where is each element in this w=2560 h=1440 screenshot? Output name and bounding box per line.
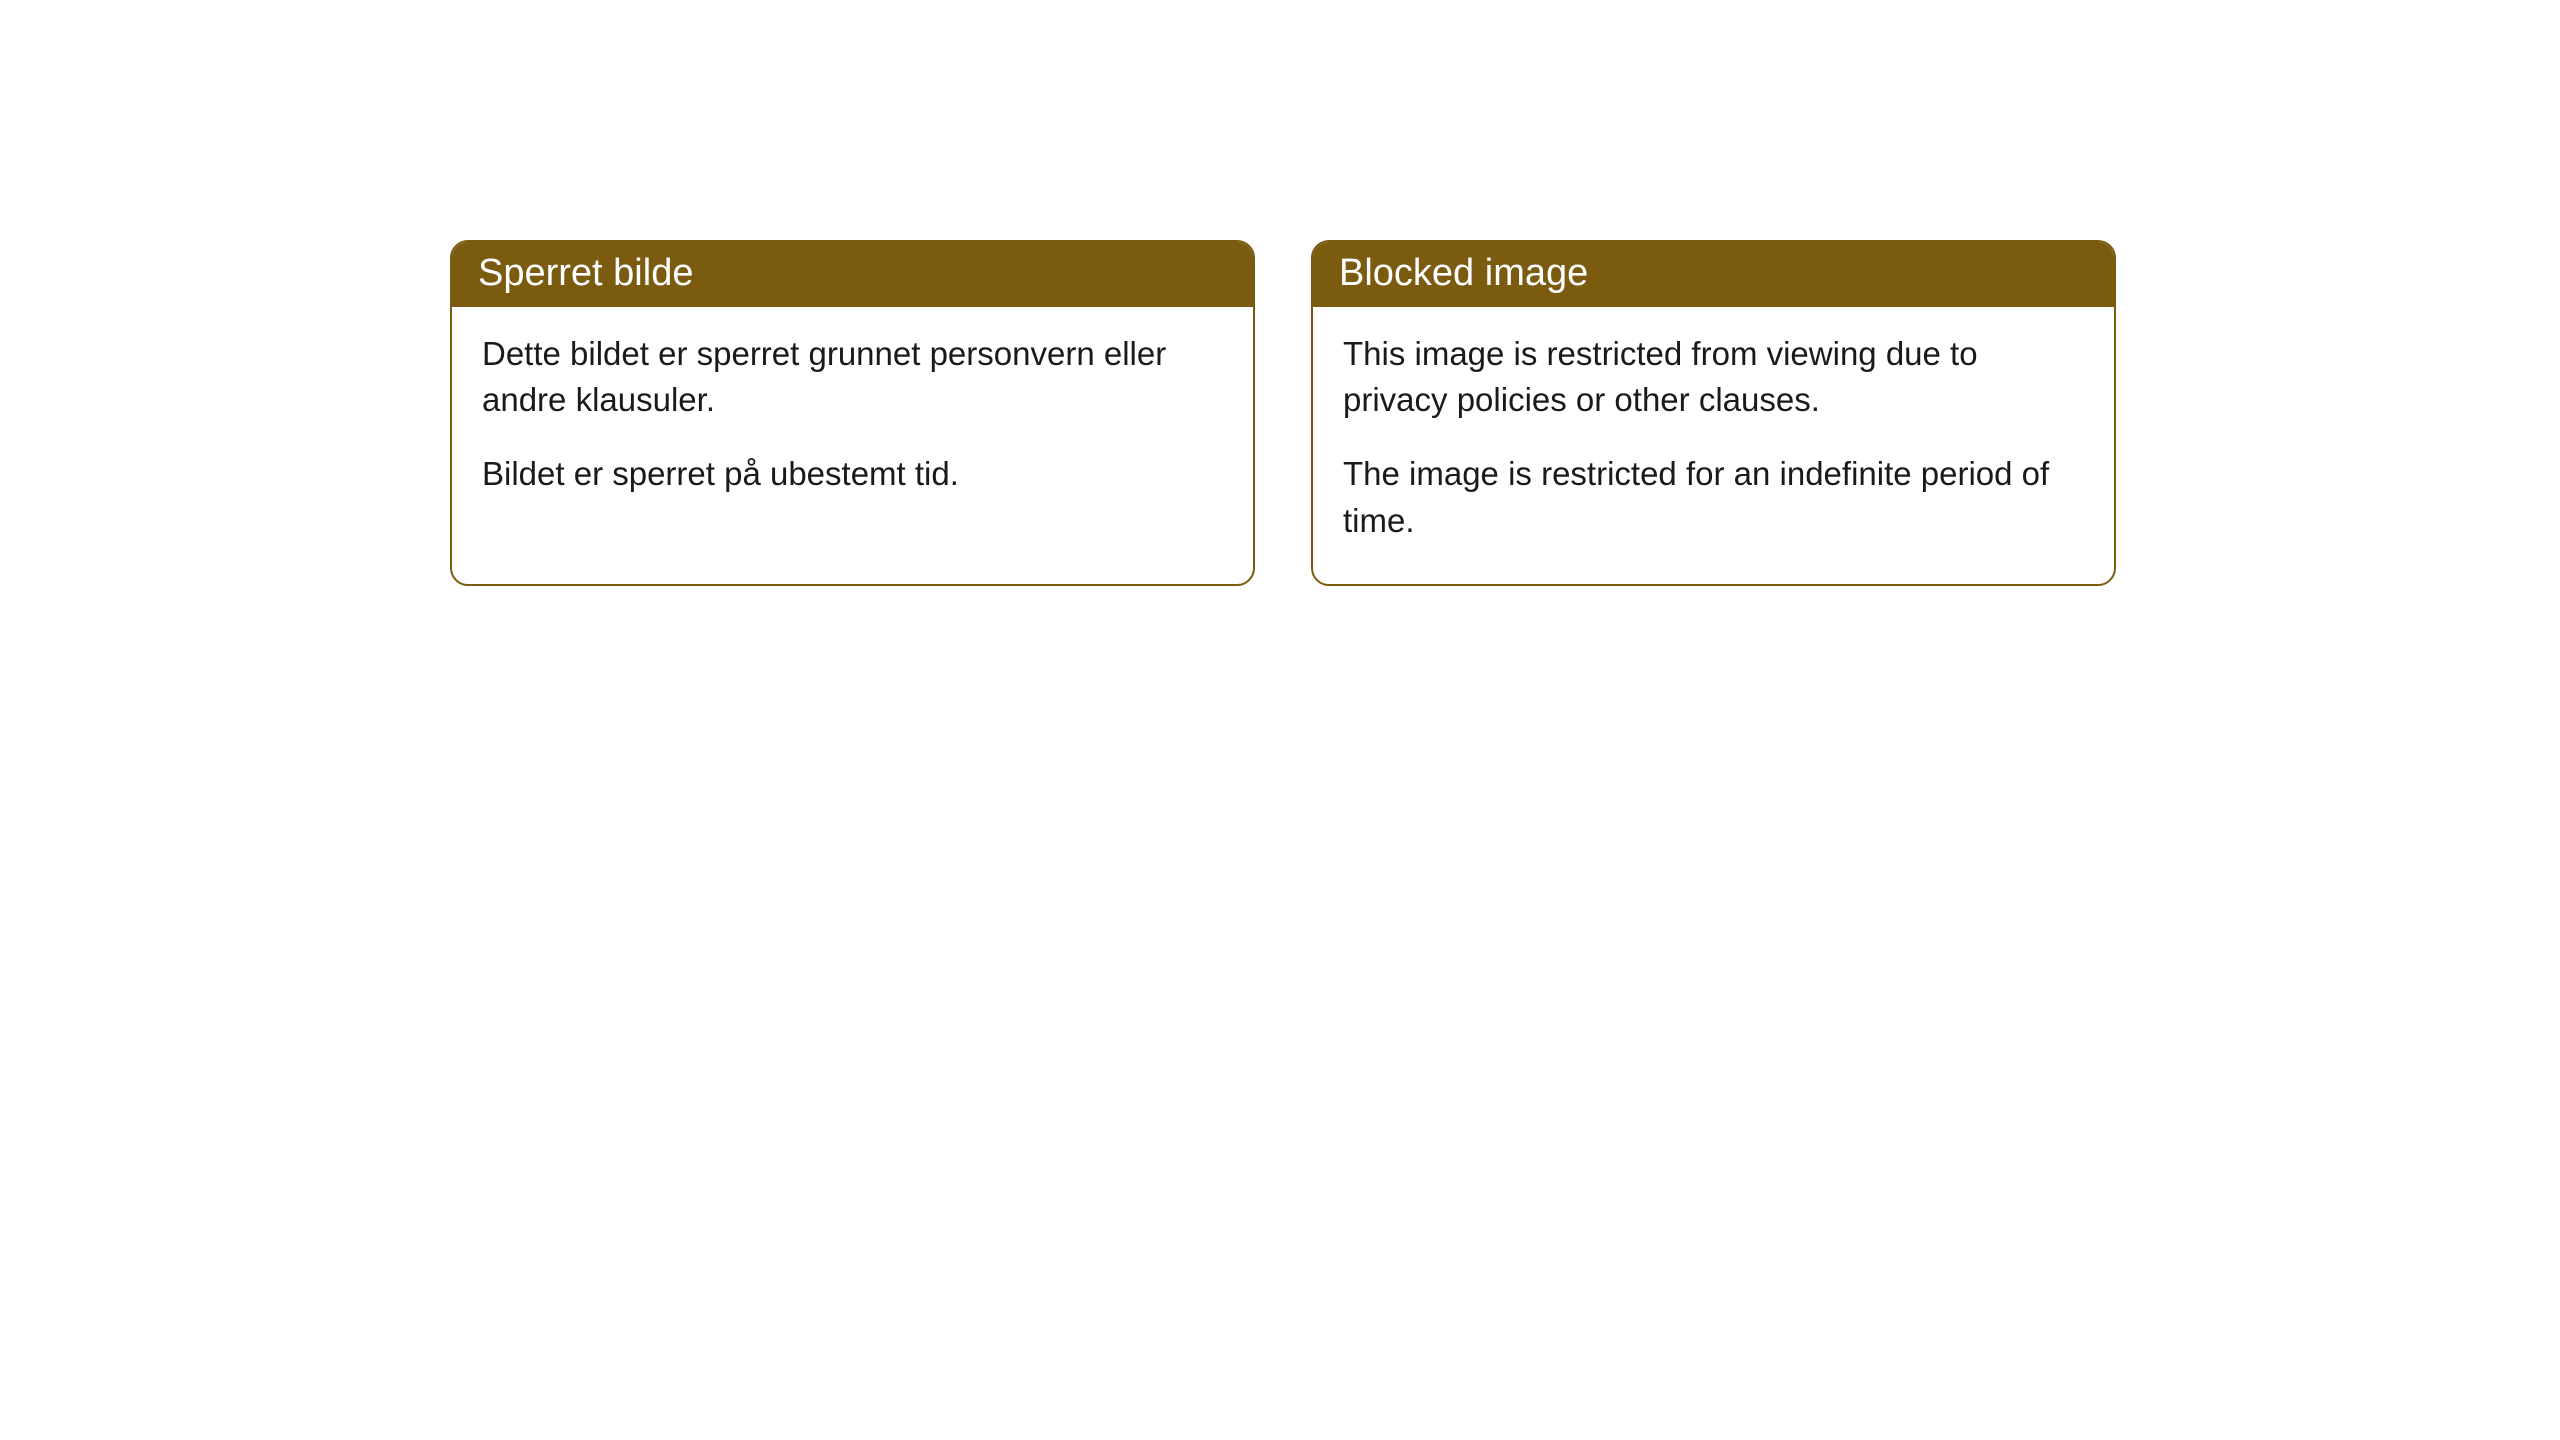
blocked-image-card-norwegian: Sperret bilde Dette bildet er sperret gr…: [450, 240, 1255, 586]
card-header: Blocked image: [1313, 242, 2114, 307]
card-paragraph: The image is restricted for an indefinit…: [1343, 451, 2084, 543]
blocked-image-card-english: Blocked image This image is restricted f…: [1311, 240, 2116, 586]
card-paragraph: Bildet er sperret på ubestemt tid.: [482, 451, 1223, 497]
card-paragraph: Dette bildet er sperret grunnet personve…: [482, 331, 1223, 423]
card-header: Sperret bilde: [452, 242, 1253, 307]
notice-cards-container: Sperret bilde Dette bildet er sperret gr…: [0, 0, 2560, 586]
card-body: Dette bildet er sperret grunnet personve…: [452, 307, 1253, 538]
card-paragraph: This image is restricted from viewing du…: [1343, 331, 2084, 423]
card-body: This image is restricted from viewing du…: [1313, 307, 2114, 584]
